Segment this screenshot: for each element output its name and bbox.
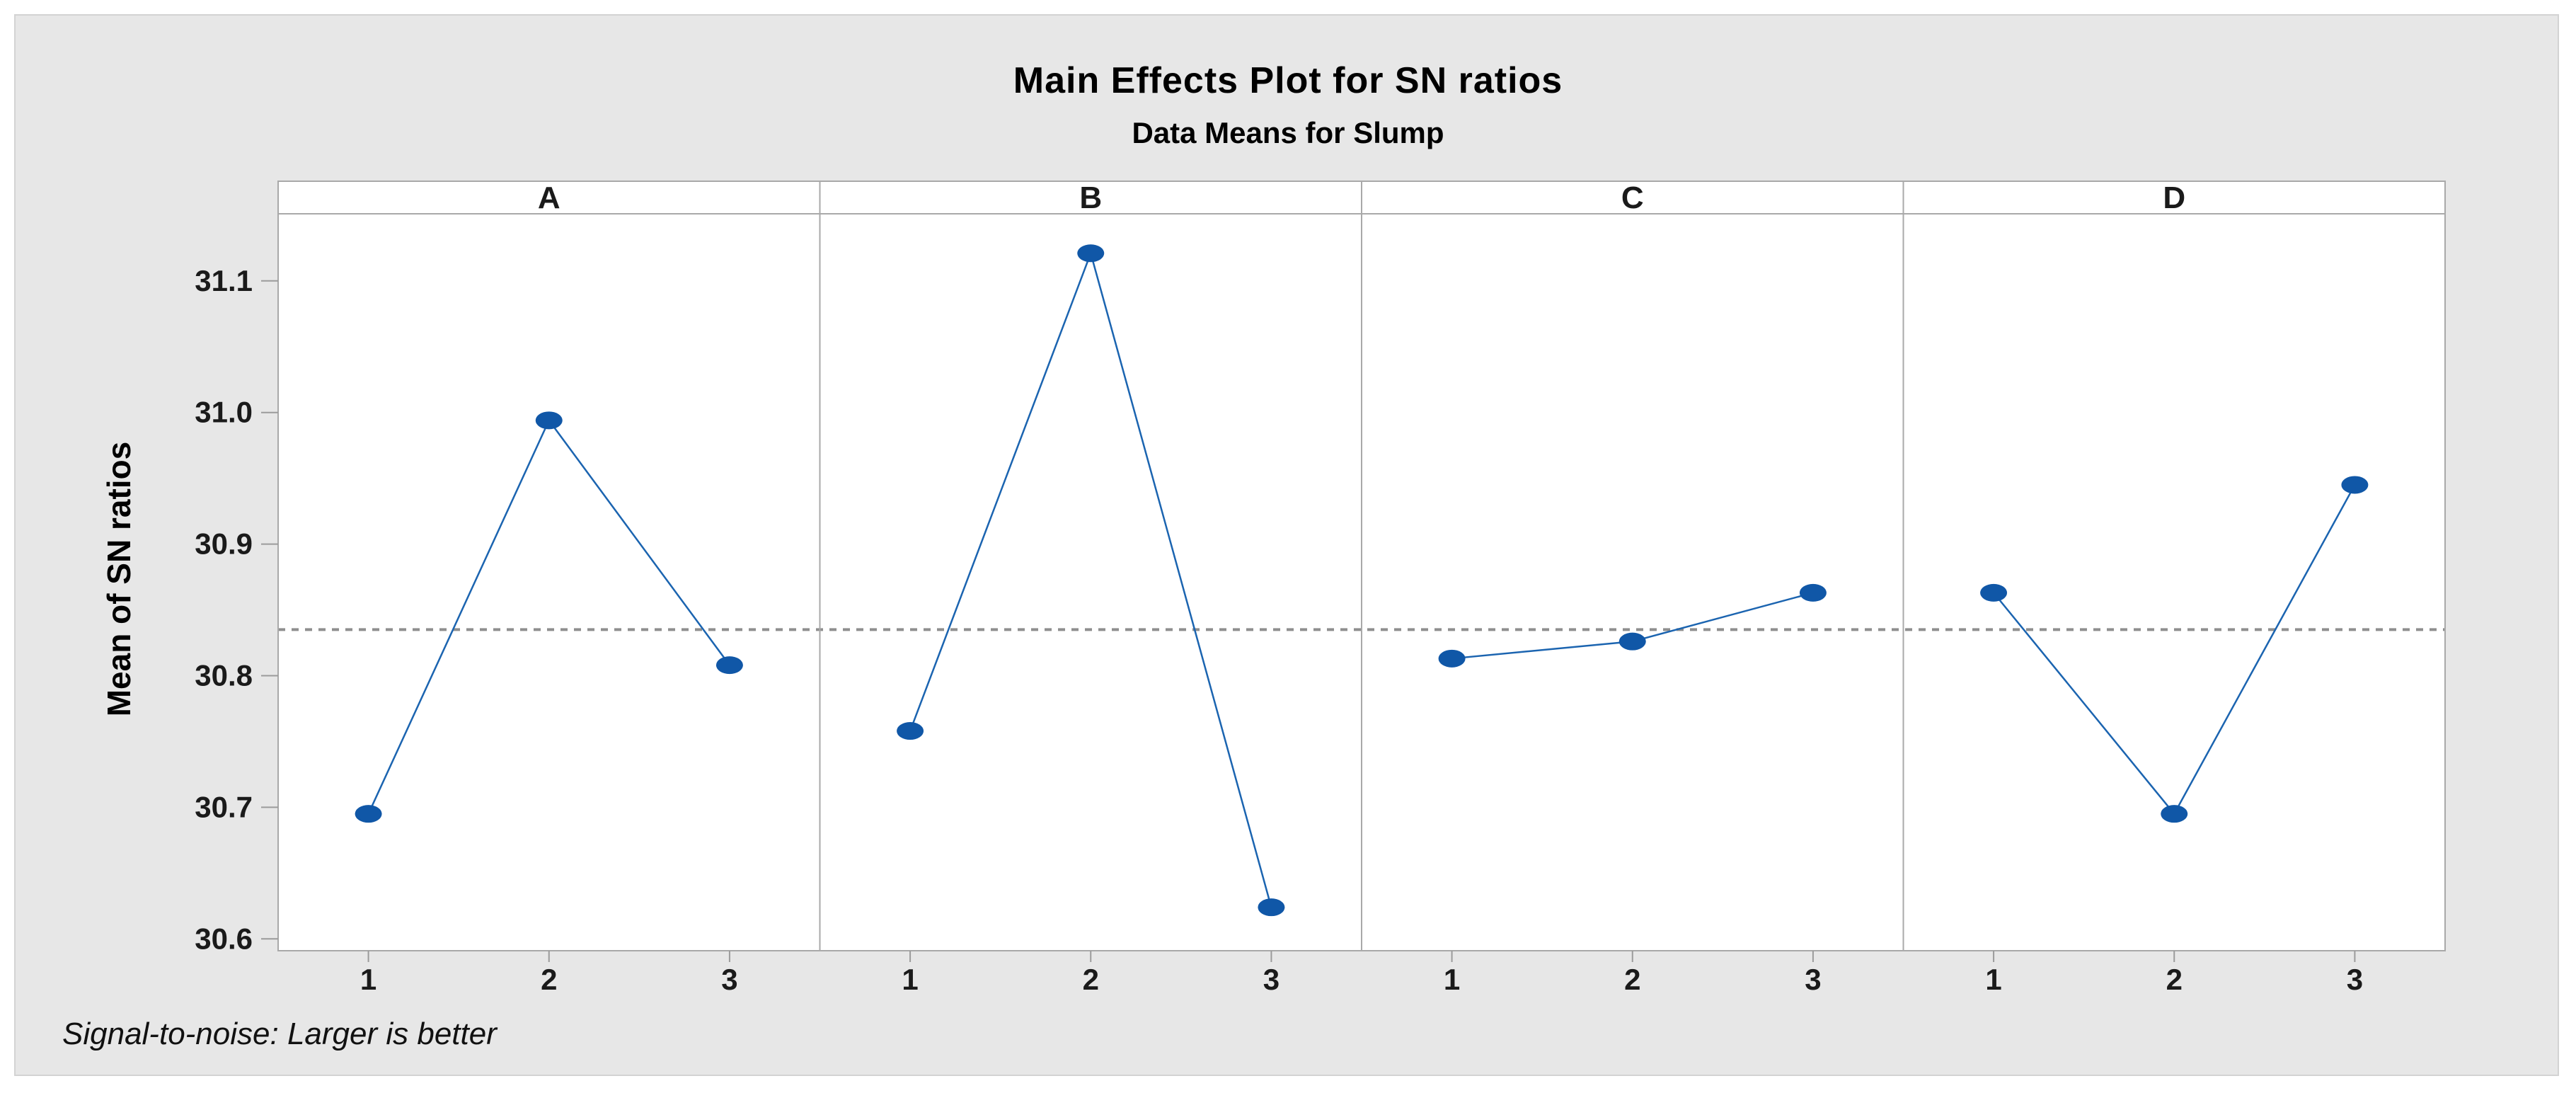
chart-title: Main Effects Plot for SN ratios bbox=[1013, 60, 1563, 101]
panel-label-B: B bbox=[1079, 181, 1102, 215]
data-point-B-1 bbox=[897, 722, 924, 740]
x-tick-label: 1 bbox=[902, 963, 918, 996]
data-point-C-2 bbox=[1618, 632, 1646, 651]
x-tick-label: 1 bbox=[1985, 963, 2001, 996]
x-tick-label: 3 bbox=[2347, 963, 2363, 996]
x-tick-label: 2 bbox=[1083, 963, 1099, 996]
panel-label-C: C bbox=[1621, 181, 1644, 215]
x-tick-label: 1 bbox=[360, 963, 376, 996]
data-point-B-3 bbox=[1258, 898, 1285, 917]
data-point-C-3 bbox=[1799, 583, 1827, 602]
x-tick-label: 1 bbox=[1444, 963, 1460, 996]
x-tick-label: 3 bbox=[1263, 963, 1280, 996]
x-tick-label: 2 bbox=[2166, 963, 2183, 996]
data-point-A-2 bbox=[535, 411, 563, 430]
data-point-D-2 bbox=[2161, 805, 2188, 823]
y-tick-label: 30.7 bbox=[195, 790, 253, 823]
y-tick-label: 30.8 bbox=[195, 658, 253, 692]
data-point-A-1 bbox=[355, 805, 382, 823]
data-point-B-2 bbox=[1077, 244, 1105, 263]
x-tick-label: 2 bbox=[1624, 963, 1640, 996]
y-tick-label: 30.9 bbox=[195, 527, 253, 561]
data-point-D-1 bbox=[1980, 583, 2008, 602]
x-tick-label: 3 bbox=[1805, 963, 1821, 996]
x-tick-label: 2 bbox=[541, 963, 557, 996]
y-tick-label: 30.6 bbox=[195, 922, 253, 955]
signal-to-noise-footnote: Signal-to-noise: Larger is better bbox=[62, 1017, 497, 1051]
panel-label-D: D bbox=[2163, 181, 2185, 215]
x-tick-label: 3 bbox=[721, 963, 737, 996]
chart-subtitle: Data Means for Slump bbox=[1132, 116, 1444, 149]
data-point-A-3 bbox=[715, 656, 743, 675]
y-axis-title: Mean of SN ratios bbox=[100, 441, 137, 717]
data-point-D-3 bbox=[2341, 476, 2369, 494]
y-tick-label: 31.1 bbox=[195, 264, 253, 297]
y-tick-label: 31.0 bbox=[195, 396, 253, 429]
panel-label-A: A bbox=[538, 181, 560, 215]
data-point-C-1 bbox=[1438, 649, 1466, 668]
